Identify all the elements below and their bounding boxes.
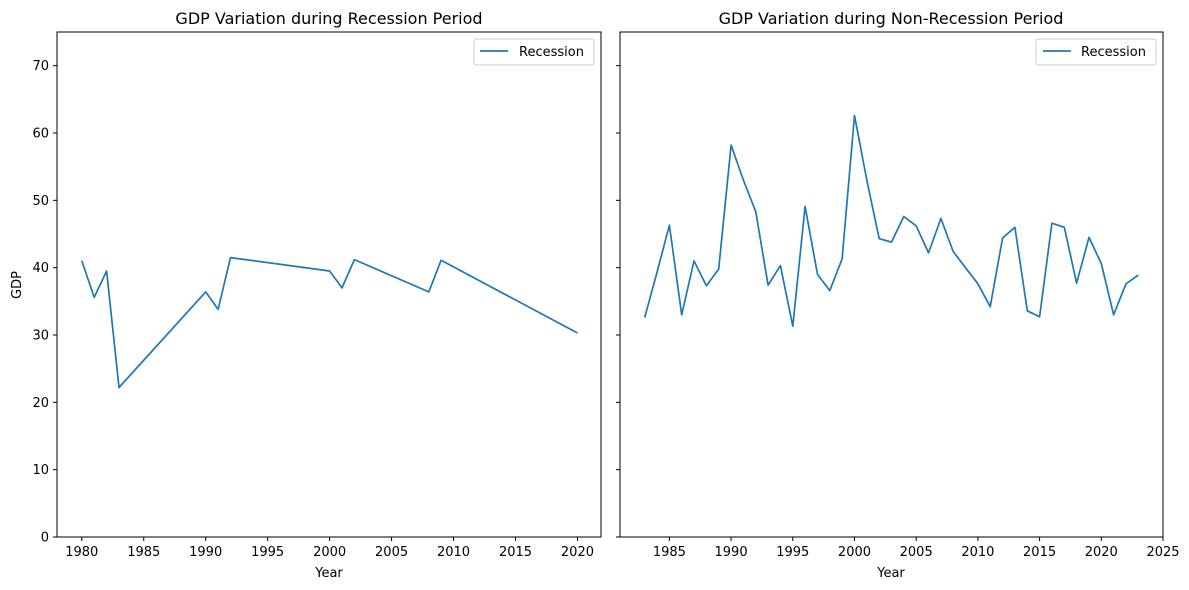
non-recession-x-tick-label: 2015	[1023, 545, 1056, 560]
recession-x-tick-label: 1990	[189, 545, 222, 560]
non-recession-ticks: 1985 1990 1995 2000 2005 2010 2015 2020 2025	[616, 65, 1180, 560]
non-recession-plot-area	[643, 114, 1139, 328]
recession-series-line	[80, 256, 578, 389]
recession-chart-title: GDP Variation during Recession Period	[175, 9, 482, 28]
recession-x-tick-label: 2020	[561, 545, 594, 560]
non-recession-legend: Recession	[1035, 38, 1157, 66]
non-recession-legend-label: Recession	[1081, 45, 1146, 60]
recession-axes-frame	[56, 31, 602, 538]
non-recession-x-tick-label: 2005	[900, 545, 933, 560]
non-recession-x-tick-label: 2010	[961, 545, 994, 560]
recession-legend-box	[473, 38, 595, 66]
recession-y-tick-label: 60	[32, 127, 49, 142]
recession-x-tick-label: 2005	[375, 545, 408, 560]
recession-x-tick-label: 1980	[65, 545, 98, 560]
recession-legend-label: Recession	[519, 45, 584, 60]
recession-x-tick-label: 2010	[437, 545, 470, 560]
recession-y-tick-label: 10	[32, 463, 49, 478]
recession-plot-area	[80, 256, 578, 389]
recession-x-tick-label: 2000	[313, 545, 346, 560]
non-recession-x-tick-label: 2025	[1146, 545, 1179, 560]
recession-y-tick-label: 30	[32, 329, 49, 344]
recession-x-axis-label: Year	[314, 566, 343, 581]
recession-y-tick-label: 40	[32, 261, 49, 276]
recession-subplot: GDP Variation during Recession Period Ye…	[10, 9, 602, 581]
non-recession-series-line	[643, 114, 1139, 328]
recession-y-tick-label: 70	[32, 59, 49, 74]
non-recession-x-tick-label: 2020	[1085, 545, 1118, 560]
non-recession-axes-frame	[619, 31, 1164, 538]
non-recession-x-tick-label: 2000	[838, 545, 871, 560]
recession-y-tick-label: 0	[41, 531, 49, 546]
non-recession-x-axis-label: Year	[876, 566, 905, 581]
non-recession-subplot: GDP Variation during Non-Recession Perio…	[616, 9, 1180, 581]
non-recession-chart-title: GDP Variation during Non-Recession Perio…	[719, 9, 1064, 28]
non-recession-x-tick-label: 1990	[715, 545, 748, 560]
non-recession-x-tick-label: 1995	[776, 545, 809, 560]
recession-y-tick-label: 20	[32, 396, 49, 411]
recession-x-tick-label: 1995	[251, 545, 284, 560]
recession-x-tick-label: 2015	[499, 545, 532, 560]
non-recession-legend-box	[1035, 38, 1157, 66]
non-recession-x-tick-label: 1985	[653, 545, 686, 560]
recession-ticks: 1980 1985 1990 1995 2000 2005 2010 2015 2020 0 10 2…	[32, 59, 594, 560]
recession-y-axis-label: GDP	[10, 271, 25, 299]
recession-x-tick-label: 1985	[127, 545, 160, 560]
recession-legend: Recession	[473, 38, 595, 66]
recession-y-tick-label: 50	[32, 194, 49, 209]
